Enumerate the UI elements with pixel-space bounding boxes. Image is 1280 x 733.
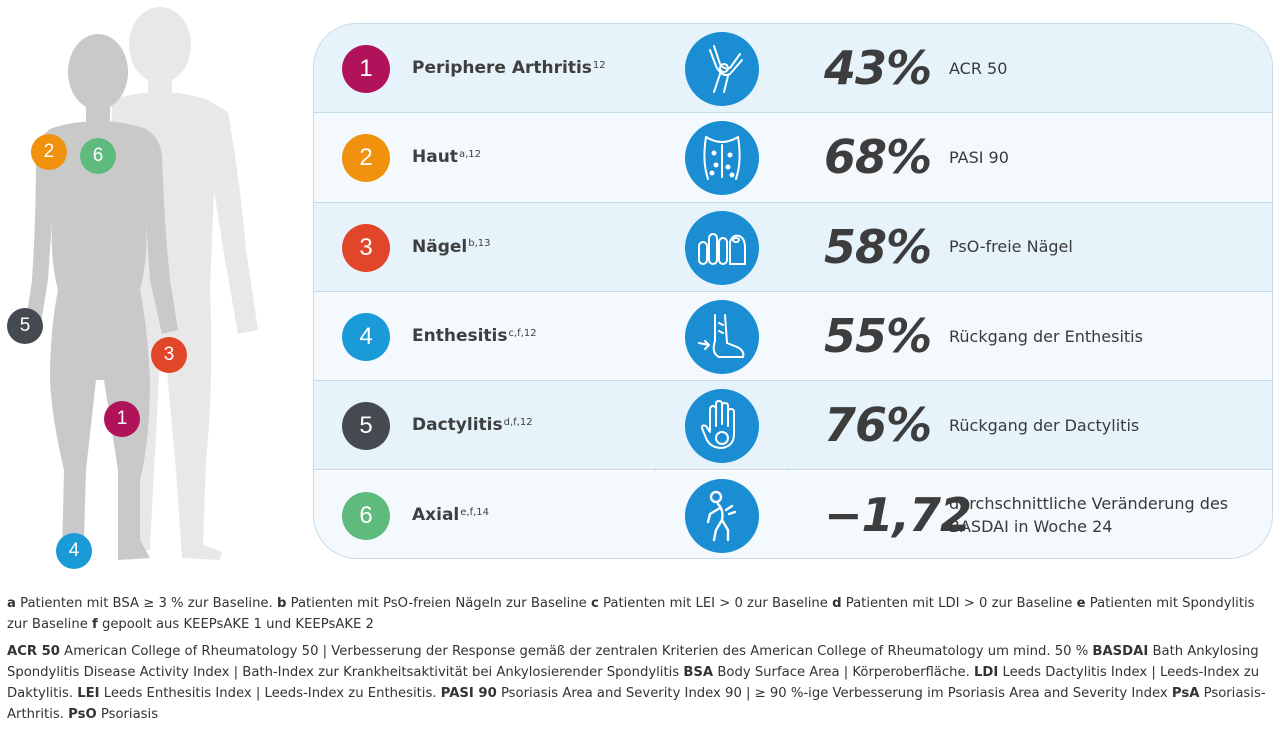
row-number-badge: 1: [342, 45, 390, 93]
row-label: Haut a,12: [412, 147, 481, 168]
body-figures: 2 6 5 3 1 4: [0, 0, 300, 580]
row-description: ACR 50: [949, 58, 1008, 78]
skin-back-icon: [685, 121, 759, 196]
table-row: 1 Periphere Arthritis 12 43% ACR 50: [314, 24, 1272, 114]
row-value: 58%: [824, 219, 932, 274]
row-description: PsO-freie Nägel: [949, 237, 1073, 257]
row-number-badge: 2: [342, 134, 390, 183]
row-number-badge: 3: [342, 223, 390, 272]
marker-3: 3: [151, 337, 187, 373]
front-figure-silhouette: [24, 34, 178, 560]
marker-4: 4: [56, 533, 92, 569]
footnotes: a Patienten mit BSA ≥ 3 % zur Baseline. …: [7, 593, 1273, 731]
row-description: durchschnittliche Veränderung des BASDAI…: [949, 494, 1229, 537]
nails-icon: [685, 210, 759, 285]
row-value: 76%: [824, 398, 932, 453]
marker-2: 2: [31, 134, 67, 170]
table-row: 5 Dactylitis d,f,12 76% Rückgang der Dact…: [314, 381, 1272, 471]
row-label: Periphere Arthritis 12: [412, 58, 606, 79]
results-table: 1 Periphere Arthritis 12 43% ACR 50 2 Hau…: [313, 23, 1273, 559]
row-value: 43%: [824, 41, 932, 96]
table-row: 6 Axial e,f,14 −1,72 durchschnittliche Ve…: [314, 470, 1272, 558]
row-description: Rückgang der Dactylitis: [949, 415, 1140, 435]
marker-1: 1: [104, 401, 140, 437]
row-label: Dactylitis d,f,12: [412, 415, 533, 436]
marker-6: 6: [80, 138, 116, 174]
row-label: Nägel b,13: [412, 236, 491, 257]
row-value: 68%: [824, 130, 932, 185]
row-number-badge: 4: [342, 312, 390, 361]
marker-5: 5: [7, 308, 43, 344]
footnote-letters: a Patienten mit BSA ≥ 3 % zur Baseline. …: [7, 596, 1255, 632]
table-row: 4 Enthesitis c,f,12 55% Rückgang der Enth…: [314, 291, 1272, 382]
human-silhouettes-illustration: [24, 7, 258, 560]
row-description: PASI 90: [949, 147, 1009, 167]
table-row: 3 Nägel b,13 58% PsO-freie Nägel: [314, 202, 1272, 292]
row-value: 55%: [824, 309, 932, 364]
foot-heel-icon: [685, 299, 759, 374]
back-pain-icon: [685, 478, 759, 553]
row-number-badge: 6: [342, 491, 390, 540]
table-row: 2 Haut a,12 68% PASI 90: [314, 113, 1272, 203]
row-label: Enthesitis c,f,12: [412, 326, 537, 347]
footnote-abbreviations: ACR 50 American College of Rheumatology …: [7, 644, 1266, 722]
knee-joint-icon: [685, 32, 759, 106]
swollen-hand-icon: [685, 389, 759, 464]
row-number-badge: 5: [342, 402, 390, 451]
row-description: Rückgang der Enthesitis: [949, 326, 1143, 346]
row-label: Axial e,f,14: [412, 505, 490, 526]
row-value: −1,72: [824, 488, 972, 543]
